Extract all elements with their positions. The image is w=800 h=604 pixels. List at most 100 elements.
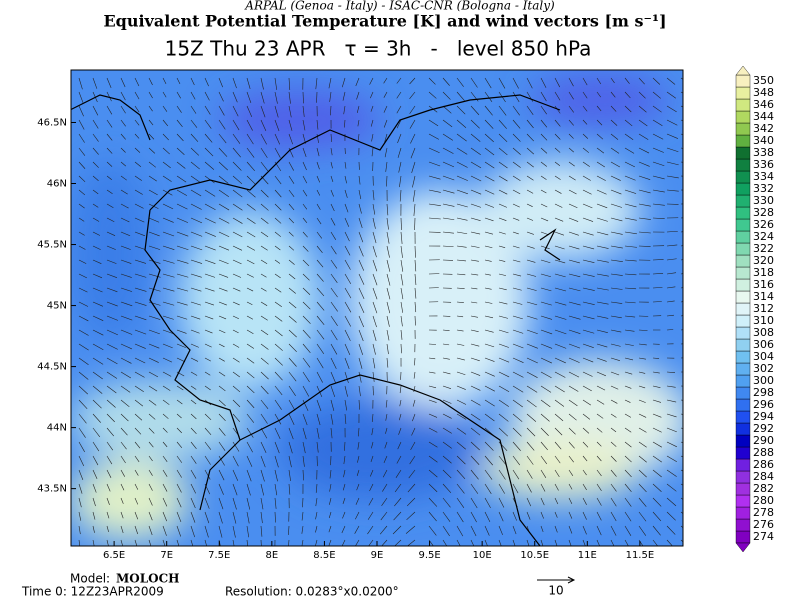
colorbar-box [736,135,750,147]
field [70,70,693,552]
x-tick-label: 9E [371,550,384,561]
colorbar-box [736,279,750,291]
colorbar-box [736,267,750,279]
colorbar-label: 346 [753,98,774,111]
colorbar-box [736,219,750,231]
colorbar-label: 316 [753,278,774,291]
colorbar-label: 320 [753,254,774,267]
colorbar-label: 342 [753,122,774,135]
colorbar-box [736,363,750,375]
colorbar-label: 300 [753,374,774,387]
colorbar-box [736,123,750,135]
colorbar-bottom-arrow [736,543,750,552]
x-tick-label: 6.5E [103,550,125,561]
colorbar-label: 336 [753,158,774,171]
x-tick-label: 9.5E [418,550,440,561]
colorbar-label: 310 [753,314,774,327]
colorbar-label: 284 [753,470,774,483]
colorbar-label: 294 [753,410,774,423]
colorbar-box [736,471,750,483]
colorbar-label: 326 [753,218,774,231]
colorbar-label: 296 [753,398,774,411]
colorbar-box [736,339,750,351]
colorbar-label: 318 [753,266,774,279]
colorbar-box [736,303,750,315]
colorbar-top-arrow [736,66,750,75]
colorbar-label: 302 [753,362,774,375]
colorbar-label: 286 [753,458,774,471]
colorbar-label: 328 [753,206,774,219]
time: Time 0: 12Z23APR2009 [21,585,164,599]
colorbar-box [736,399,750,411]
colorbar-box [736,159,750,171]
x-tick-label: 7.5E [208,550,230,561]
colorbar-label: 312 [753,302,774,315]
colorbar-label: 290 [753,434,774,447]
colorbar-box [736,495,750,507]
colorbar-label: 350 [753,74,774,87]
colorbar-box [736,483,750,495]
colorbar-box [736,171,750,183]
colorbar-label: 322 [753,242,774,255]
colorbar-label: 298 [753,386,774,399]
colorbar-box [736,519,750,531]
colorbar-box [736,447,750,459]
y-tick-label: 44.5N [37,362,67,373]
colorbar-label: 314 [753,290,774,303]
x-tick-label: 8E [266,550,279,561]
colorbar-label: 324 [753,230,774,243]
colorbar-box [736,231,750,243]
model: MOLOCH [116,572,180,586]
colorbar-label: 340 [753,134,774,147]
subtitle: 15Z Thu 23 APR τ = 3h - level 850 hPa [165,37,592,61]
y-tick-label: 45.5N [37,240,67,251]
colorbar-box [736,411,750,423]
colorbar-label: 276 [753,518,774,531]
x-tick-label: 11.5E [626,550,655,561]
colorbar-box [736,435,750,447]
colorbar-label: 308 [753,326,774,339]
y-tick-label: 45N [47,301,67,312]
x-tick-label: 11E [578,550,597,561]
colorbar-box [736,183,750,195]
colorbar-box [736,207,750,219]
colorbar-label: 280 [753,494,774,507]
colorbar-box [736,87,750,99]
y-tick-label: 46N [47,179,67,190]
colorbar-box [736,291,750,303]
colorbar-box [736,351,750,363]
colorbar-box [736,195,750,207]
colorbar-box [736,531,750,543]
y-tick-label: 43.5N [37,484,67,495]
colorbar-box [736,423,750,435]
colorbar-label: 274 [753,530,774,543]
colorbar-label: 334 [753,170,774,183]
colorbar-label: 348 [753,86,774,99]
colorbar-box [736,459,750,471]
x-tick-label: 10.5E [520,550,549,561]
colorbar-box [736,507,750,519]
colorbar-box [736,99,750,111]
y-tick-label: 44N [47,423,67,434]
title: Equivalent Potential Temperature [K] and… [103,12,666,31]
colorbar-label: 338 [753,146,774,159]
colorbar-label: 304 [753,350,774,363]
colorbar-label: 344 [753,110,774,123]
colorbar-box [736,255,750,267]
colorbar-box [736,315,750,327]
colorbar-box [736,111,750,123]
colorbar-box [736,387,750,399]
colorbar-box [736,243,750,255]
colorbar-box [736,375,750,387]
colorbar-box [736,147,750,159]
colorbar-label: 332 [753,182,774,195]
vector-ref-label: 10 [548,584,563,598]
colorbar-label: 288 [753,446,774,459]
x-tick-label: 8.5E [313,550,335,561]
colorbar-label: 282 [753,482,774,495]
colorbar-label: 330 [753,194,774,207]
colorbar-box [736,75,750,87]
y-tick-label: 46.5N [37,117,67,128]
model-label: Model: [70,572,110,586]
